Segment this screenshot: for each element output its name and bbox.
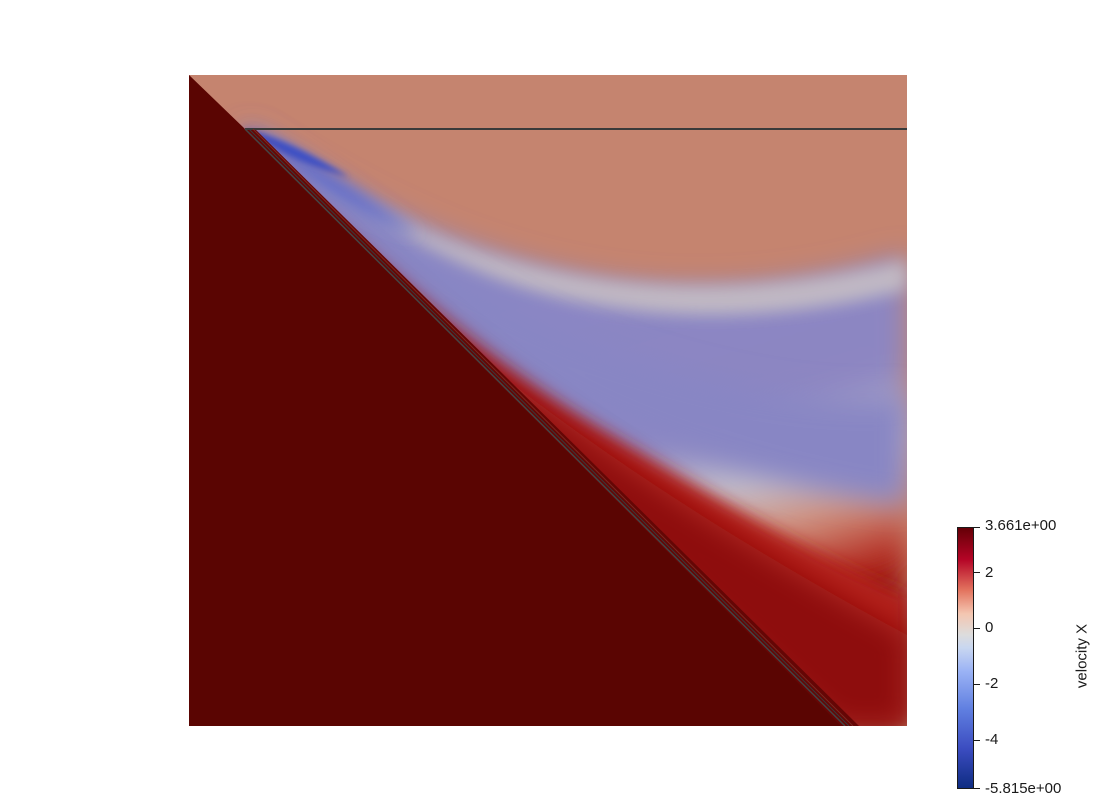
- colorbar-tick-minus-4: [974, 740, 980, 741]
- wake-core: [247, 130, 907, 505]
- wake-upper-transition: [259, 135, 907, 315]
- colorbar-min-label: -5.815e+00: [985, 780, 1062, 797]
- colorbar-tick-label: 2: [985, 564, 994, 581]
- colorbar-gradient: [957, 527, 974, 789]
- wake-leading-core: [245, 129, 419, 235]
- plate-line-inner: [252, 128, 854, 726]
- velocity-field-plot: [189, 75, 907, 726]
- colorbar-title: velocity X: [1073, 623, 1091, 689]
- plate-line-upper: [244, 128, 846, 726]
- colorbar-max-label: 3.661e+00: [985, 517, 1057, 534]
- plate-line-lower: [248, 128, 850, 726]
- shear-layer-outer: [319, 215, 907, 726]
- colorbar-tick-label: -2: [985, 675, 999, 692]
- colorbar-tick-minus-2: [974, 684, 980, 685]
- wake-leading-core-2: [245, 129, 349, 177]
- colorbar-tick-min: [974, 788, 980, 789]
- colorbar-tick-label: -4: [985, 731, 999, 748]
- colorbar-tick-label: 0: [985, 619, 994, 636]
- colorbar-tick-0: [974, 628, 980, 629]
- colorbar-tick-max: [974, 527, 980, 528]
- colorbar-tick-2: [974, 572, 980, 573]
